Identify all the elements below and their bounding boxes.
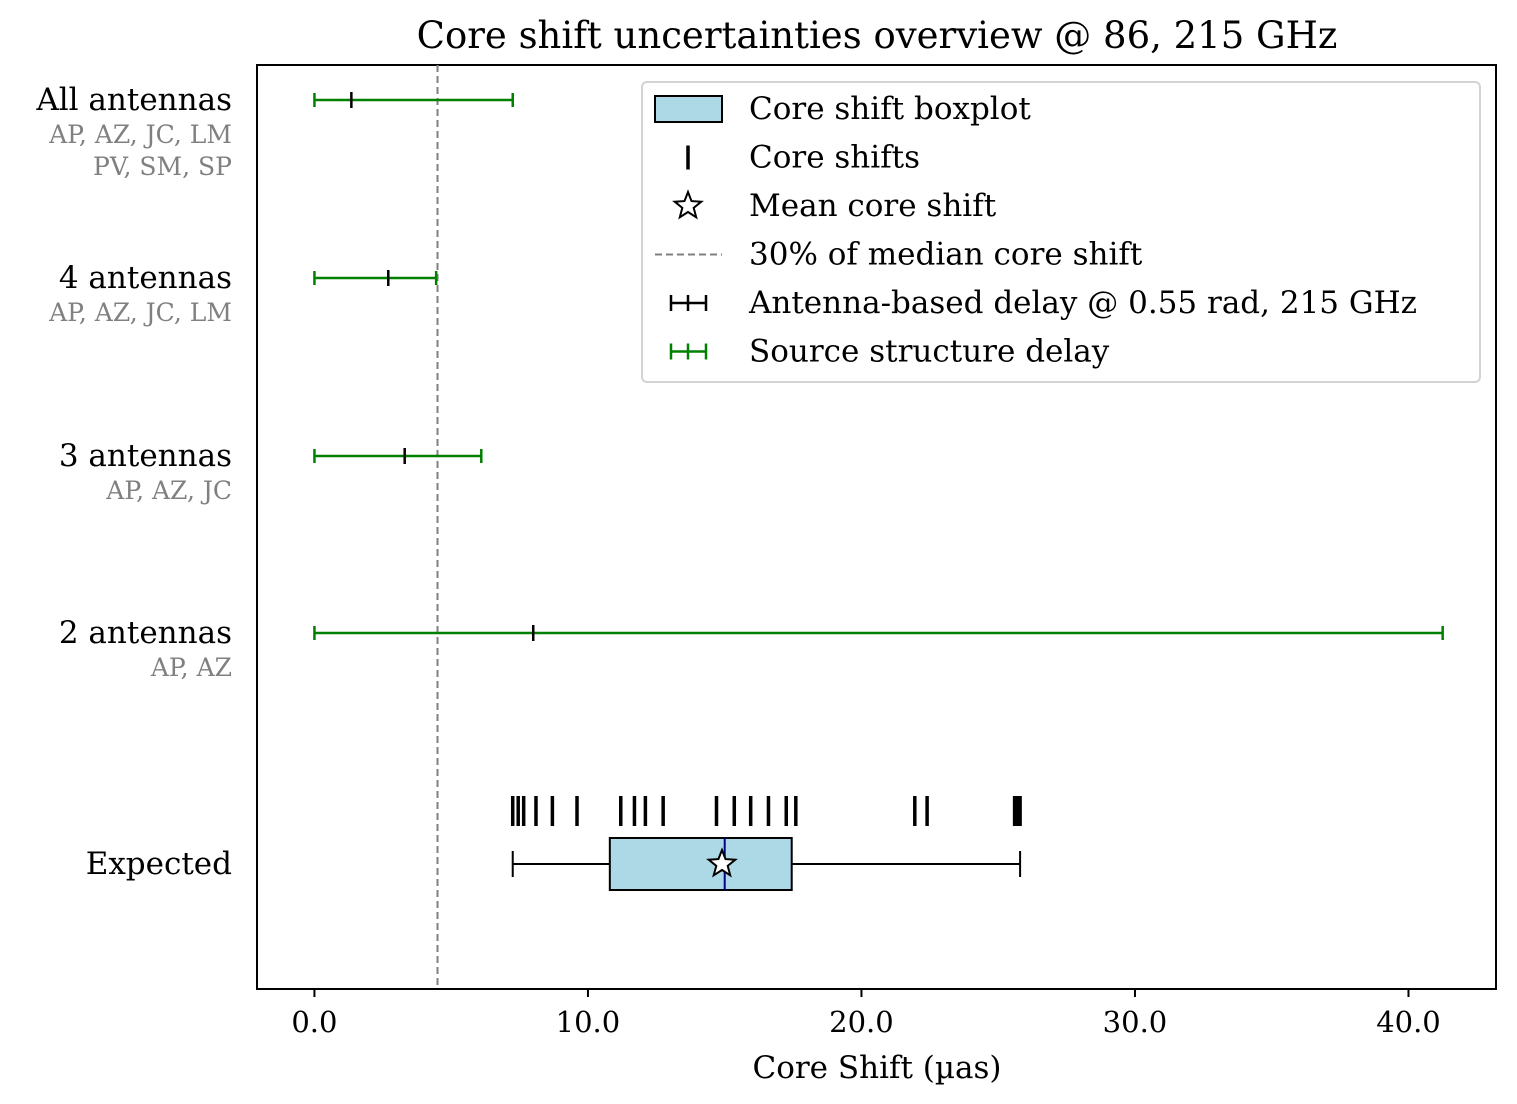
legend-label: Core shifts	[749, 140, 920, 176]
y-axis-row-sublabel: AP, AZ, JC, LM	[48, 298, 232, 327]
x-axis-tick-label: 0.0	[291, 1005, 337, 1039]
y-axis-row-label: 3 antennas	[59, 438, 232, 474]
x-axis-tick-label: 40.0	[1376, 1005, 1441, 1039]
plot-area	[256, 64, 1497, 990]
y-axis-row-sublabel: AP, AZ, JC, LM	[48, 120, 232, 149]
legend-green-errorbar-icon	[669, 343, 708, 360]
x-axis-tick-label: 10.0	[556, 1005, 621, 1039]
y-axis-row-label: All antennas	[35, 82, 232, 118]
legend-label: 30% of median core shift	[749, 237, 1143, 273]
y-axis-row-label: 4 antennas	[59, 260, 232, 296]
y-axis-row-sublabel: PV, SM, SP	[93, 152, 232, 181]
x-axis-tick-label: 20.0	[829, 1005, 894, 1039]
plot-frame	[256, 64, 1497, 990]
x-axis-label: Core Shift (µas)	[752, 1050, 1001, 1086]
legend-box-swatch-icon	[654, 95, 723, 123]
y-axis-row-label: 2 antennas	[59, 615, 232, 651]
x-axis: 0.0 10.0 20.0 30.0 40.0	[291, 989, 1441, 1039]
legend-label: Antenna-based delay @ 0.55 rad, 215 GHz	[748, 285, 1417, 321]
y-axis-row-label: Expected	[86, 846, 232, 882]
legend-label: Source structure delay	[749, 334, 1110, 370]
legend: Core shift boxplot Core shifts Mean core s…	[641, 81, 1481, 383]
legend-frame	[641, 81, 1481, 383]
mean-core-shift-star	[706, 847, 738, 878]
boxplot-box	[608, 837, 793, 891]
y-axis-row-sublabel: AP, AZ	[150, 653, 232, 682]
core-shift-ticks-group	[510, 796, 1022, 826]
legend-label: Core shift boxplot	[749, 91, 1031, 127]
legend-label: Mean core shift	[749, 188, 997, 224]
boxplot-group	[511, 837, 1022, 891]
legend-star-icon	[672, 189, 704, 220]
errorbar-group	[313, 92, 1444, 641]
x-axis-tick-label: 30.0	[1103, 1005, 1168, 1039]
chart-title: Core shift uncertainties overview @ 86, …	[417, 14, 1338, 57]
y-axis-row-sublabel: AP, AZ, JC	[105, 476, 232, 505]
legend-black-errorbar-icon	[669, 295, 708, 311]
